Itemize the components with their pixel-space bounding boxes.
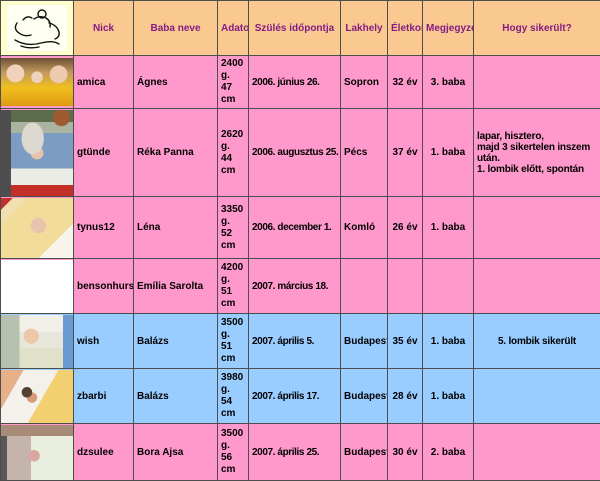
table-row: dzsulee Bora Ajsa 3500 g. 56 cm 2007. áp… — [1, 424, 600, 481]
baby-photo — [1, 425, 73, 480]
cell-adatok: 3350 g. 52 cm — [218, 197, 249, 259]
cell-lakhely — [341, 259, 388, 314]
cell-megjegyzes: 2. baba — [423, 424, 474, 481]
cell-adatok: 2400 g. 47 cm — [218, 56, 249, 109]
cell-eletkor: 28 év — [388, 369, 423, 424]
cell-nick: gtünde — [74, 109, 134, 197]
cell-lakhely: Budapest — [341, 369, 388, 424]
cell-adatok: 2620 g. 44 cm — [218, 109, 249, 197]
cell-lakhely: Pécs — [341, 109, 388, 197]
col-header-megjegyzes: Megjegyzés — [423, 1, 474, 56]
cell-adatok: 3980 g. 54 cm — [218, 369, 249, 424]
corner-cell — [1, 1, 74, 56]
table-row: wish Balázs 3500 g. 51 cm 2007. április … — [1, 314, 600, 369]
cell-megjegyzes: 1. baba — [423, 197, 474, 259]
cell-megjegyzes: 3. baba — [423, 56, 474, 109]
col-header-baba-neve: Baba neve — [134, 1, 218, 56]
cell-baba-neve: Réka Panna — [134, 109, 218, 197]
cell-hogy-sikerult — [474, 259, 600, 314]
table-row: gtünde Réka Panna 2620 g. 44 cm 2006. au… — [1, 109, 600, 197]
cell-megjegyzes: 1. baba — [423, 109, 474, 197]
cell-adatok: 4200 g. 51 cm — [218, 259, 249, 314]
cell-hogy-sikerult — [474, 197, 600, 259]
cell-lakhely: Budapest — [341, 314, 388, 369]
cell-szules: 2007. április 17. — [249, 369, 341, 424]
table-row: amica Ágnes 2400 g. 47 cm 2006. június 2… — [1, 56, 600, 109]
col-header-adatok: Adatok — [218, 1, 249, 56]
cell-nick: wish — [74, 314, 134, 369]
cell-eletkor: 26 év — [388, 197, 423, 259]
cell-nick: zbarbi — [74, 369, 134, 424]
cell-baba-neve: Léna — [134, 197, 218, 259]
header-row: Nick Baba neve Adatok Szülés időpontja L… — [1, 1, 600, 56]
cell-lakhely: Budapest — [341, 424, 388, 481]
cell-szules: 2006. augusztus 25. — [249, 109, 341, 197]
cell-szules: 2006. június 26. — [249, 56, 341, 109]
cell-eletkor: 32 év — [388, 56, 423, 109]
cell-eletkor: 37 év — [388, 109, 423, 197]
no-photo — [1, 260, 73, 313]
cell-hogy-sikerult — [474, 369, 600, 424]
table-row: bensonhurst Emília Sarolta 4200 g. 51 cm… — [1, 259, 600, 314]
cell-adatok: 3500 g. 51 cm — [218, 314, 249, 369]
cell-baba-neve: Balázs — [134, 314, 218, 369]
cell-szules: 2006. december 1. — [249, 197, 341, 259]
cell-nick: amica — [74, 56, 134, 109]
cell-hogy-sikerult — [474, 424, 600, 481]
cell-megjegyzes: 1. baba — [423, 314, 474, 369]
cell-szules: 2007. április 25. — [249, 424, 341, 481]
baby-photo — [1, 110, 73, 196]
baby-photo — [1, 58, 73, 106]
cell-baba-neve: Balázs — [134, 369, 218, 424]
cell-hogy-sikerult: 5. lombik sikerült — [474, 314, 600, 369]
table-row: tynus12 Léna 3350 g. 52 cm 2006. decembe… — [1, 197, 600, 259]
cell-nick: bensonhurst — [74, 259, 134, 314]
col-header-nick: Nick — [74, 1, 134, 56]
col-header-hogy-sikerult: Hogy sikerült? — [474, 1, 600, 56]
cell-megjegyzes — [423, 259, 474, 314]
cell-nick: tynus12 — [74, 197, 134, 259]
baby-photo — [1, 370, 73, 423]
baby-photo — [1, 198, 73, 258]
cell-lakhely: Sopron — [341, 56, 388, 109]
cell-szules: 2007. március 18. — [249, 259, 341, 314]
cell-eletkor — [388, 259, 423, 314]
cell-hogy-sikerult — [474, 56, 600, 109]
cell-baba-neve: Bora Ajsa — [134, 424, 218, 481]
cell-baba-neve: Ágnes — [134, 56, 218, 109]
cell-nick: dzsulee — [74, 424, 134, 481]
col-header-eletkor: Életkor — [388, 1, 423, 56]
col-header-szules-idopontja: Szülés időpontja — [249, 1, 341, 56]
cell-hogy-sikerult: lapar, hisztero, majd 3 sikertelen insze… — [474, 109, 600, 197]
cell-lakhely: Komló — [341, 197, 388, 259]
birth-clipart-icon — [7, 5, 67, 51]
table-row: zbarbi Balázs 3980 g. 54 cm 2007. áprili… — [1, 369, 600, 424]
cell-adatok: 3500 g. 56 cm — [218, 424, 249, 481]
baby-photo — [1, 315, 73, 368]
cell-eletkor: 35 év — [388, 314, 423, 369]
col-header-lakhely: Lakhely — [341, 1, 388, 56]
cell-megjegyzes: 1. baba — [423, 369, 474, 424]
cell-eletkor: 30 év — [388, 424, 423, 481]
cell-baba-neve: Emília Sarolta — [134, 259, 218, 314]
cell-szules: 2007. április 5. — [249, 314, 341, 369]
